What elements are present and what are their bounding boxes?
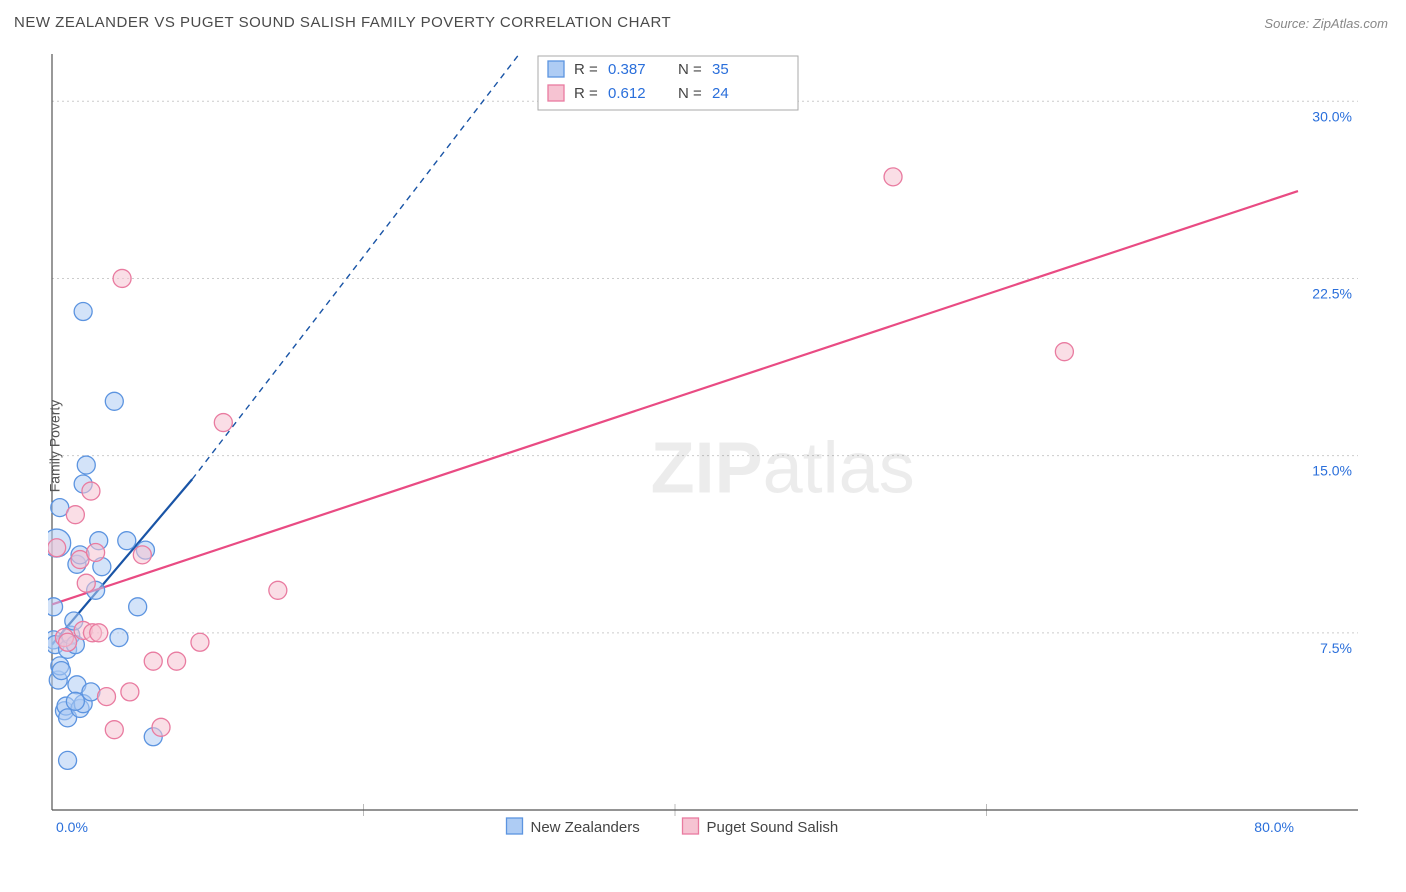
data-point bbox=[269, 581, 287, 599]
chart-title: NEW ZEALANDER VS PUGET SOUND SALISH FAMI… bbox=[14, 14, 671, 31]
data-point bbox=[66, 506, 84, 524]
data-point bbox=[59, 751, 77, 769]
data-point bbox=[66, 692, 84, 710]
y-tick-label: 15.0% bbox=[1312, 463, 1352, 479]
scatter-chart: 7.5% 15.0% 22.5% 30.0% 0.0% 80.0% ZIPatlas R = 0… bbox=[48, 50, 1358, 840]
data-point bbox=[1055, 343, 1073, 361]
trend-line-extrapolated bbox=[192, 54, 519, 479]
data-point bbox=[214, 414, 232, 432]
bottom-legend-swatch bbox=[683, 818, 699, 834]
trend-line bbox=[52, 191, 1298, 604]
data-point bbox=[52, 662, 70, 680]
data-point bbox=[105, 721, 123, 739]
data-point bbox=[48, 598, 63, 616]
legend-n-value: 35 bbox=[712, 61, 729, 78]
source-attribution: Source: ZipAtlas.com bbox=[1264, 16, 1388, 31]
data-point bbox=[129, 598, 147, 616]
data-point bbox=[105, 392, 123, 410]
legend-n-label: N = bbox=[678, 85, 702, 102]
data-point bbox=[90, 624, 108, 642]
bottom-legend-swatch bbox=[507, 818, 523, 834]
data-point bbox=[87, 543, 105, 561]
legend-swatch bbox=[548, 85, 564, 101]
data-point bbox=[118, 532, 136, 550]
data-point bbox=[152, 718, 170, 736]
data-point bbox=[48, 539, 66, 557]
bottom-legend-label: New Zealanders bbox=[531, 819, 640, 836]
data-point bbox=[77, 574, 95, 592]
data-point bbox=[144, 652, 162, 670]
source-label: Source: bbox=[1264, 16, 1309, 31]
bottom-legend-label: Puget Sound Salish bbox=[707, 819, 839, 836]
data-point bbox=[121, 683, 139, 701]
legend-n-value: 24 bbox=[712, 85, 729, 102]
y-tick-label: 30.0% bbox=[1312, 108, 1352, 124]
data-point bbox=[82, 482, 100, 500]
legend-r-label: R = bbox=[574, 61, 598, 78]
legend-swatch bbox=[548, 61, 564, 77]
legend-n-label: N = bbox=[678, 61, 702, 78]
data-point bbox=[191, 633, 209, 651]
legend-r-value: 0.612 bbox=[608, 85, 646, 102]
x-tick-label: 80.0% bbox=[1254, 819, 1294, 835]
data-point bbox=[113, 269, 131, 287]
data-point bbox=[110, 629, 128, 647]
data-point bbox=[884, 168, 902, 186]
data-point bbox=[77, 456, 95, 474]
data-point bbox=[168, 652, 186, 670]
legend-r-label: R = bbox=[574, 85, 598, 102]
data-point bbox=[98, 688, 116, 706]
data-point bbox=[74, 303, 92, 321]
data-point bbox=[133, 546, 151, 564]
source-name: ZipAtlas.com bbox=[1313, 16, 1388, 31]
y-tick-label: 7.5% bbox=[1320, 640, 1352, 656]
data-point bbox=[59, 633, 77, 651]
x-tick-label: 0.0% bbox=[56, 819, 88, 835]
watermark: ZIPatlas bbox=[651, 428, 915, 508]
y-tick-label: 22.5% bbox=[1312, 285, 1352, 301]
legend-r-value: 0.387 bbox=[608, 61, 646, 78]
